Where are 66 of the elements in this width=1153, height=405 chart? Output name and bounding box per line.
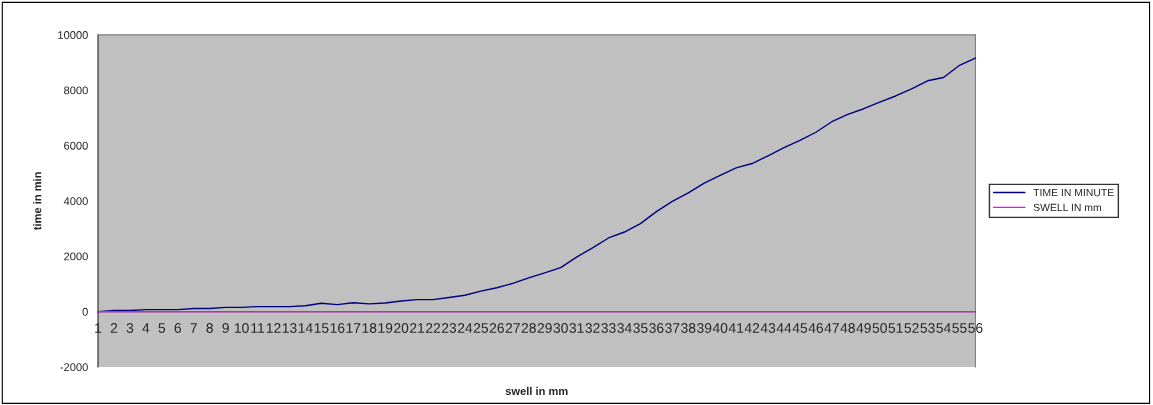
y-tick-label: 10000: [58, 31, 88, 39]
x-tick-label: 54: [936, 323, 951, 333]
x-tick-label: 56: [968, 323, 983, 333]
x-tick-label: 6: [174, 323, 182, 333]
x-tick-label: 21: [410, 323, 425, 333]
x-tick-label: 47: [824, 323, 839, 333]
x-tick-label: 9: [222, 323, 229, 333]
x-tick-label: 5: [158, 323, 166, 333]
legend-label: SWELL IN mm: [1033, 203, 1101, 212]
x-tick-label: 28: [521, 323, 536, 333]
y-tick-label: 6000: [64, 141, 88, 150]
x-tick-label: 55: [952, 323, 967, 333]
x-tick-label: 18: [362, 323, 377, 333]
x-tick-label: 17: [346, 323, 361, 333]
x-tick-label: 31: [569, 323, 584, 333]
x-tick-label: 22: [426, 323, 441, 333]
x-tick-label: 50: [872, 323, 887, 333]
x-tick-label: 36: [649, 323, 664, 333]
x-tick-label: 24: [457, 323, 473, 333]
x-tick-label: 7: [190, 323, 197, 333]
x-tick-label: 10: [234, 323, 249, 333]
x-tick-label: 46: [808, 323, 824, 333]
x-tick-label: 11: [251, 323, 265, 333]
x-tick-label: 19: [378, 323, 393, 333]
x-tick-label: 37: [665, 323, 680, 333]
x-tick-label: 43: [760, 323, 776, 333]
y-tick-label: 8000: [64, 86, 88, 95]
x-tick-label: 13: [282, 323, 297, 333]
x-tick-label: 45: [792, 323, 808, 333]
x-tick-label: 16: [330, 323, 345, 333]
x-tick-label: 33: [601, 323, 616, 333]
x-tick-label: 40: [712, 323, 728, 333]
y-tick-label: 2000: [64, 252, 88, 261]
y-axis-title: time in min: [33, 172, 42, 231]
x-tick-label: 4: [142, 323, 150, 333]
x-tick-label: 39: [697, 323, 712, 333]
x-tick-label: 2: [110, 323, 118, 333]
x-tick-label: 48: [840, 323, 855, 333]
x-tick-label: 52: [904, 323, 919, 333]
x-axis-title: swell in mm: [505, 386, 568, 396]
x-tick-label: 30: [553, 323, 568, 333]
x-tick-label: 8: [206, 323, 213, 333]
x-tick-label: 35: [633, 323, 648, 333]
x-tick-label: 42: [744, 323, 760, 333]
x-tick-label: 3: [126, 323, 134, 333]
x-tick-label: 32: [585, 323, 600, 333]
x-tick-label: 51: [888, 323, 903, 333]
x-tick-label: 12: [266, 323, 281, 333]
x-tick-label: 26: [489, 323, 504, 333]
x-tick-label: 53: [920, 323, 935, 333]
legend-label: TIME IN MINUTE: [1033, 188, 1114, 197]
x-tick-label: 25: [473, 323, 489, 333]
x-tick-label: 44: [776, 323, 792, 333]
x-tick-label: 14: [298, 323, 313, 333]
x-tick-label: 49: [856, 323, 871, 333]
y-tick-label: -2000: [60, 363, 88, 372]
x-tick-label: 34: [617, 323, 632, 333]
y-tick-label: 4000: [63, 197, 88, 206]
x-tick-label: 20: [394, 323, 409, 333]
x-tick-label: 29: [537, 323, 552, 333]
x-tick-label: 27: [505, 323, 520, 333]
x-tick-label: 41: [728, 323, 744, 333]
x-tick-label: 38: [681, 323, 696, 333]
x-tick-label: 15: [314, 323, 329, 333]
x-tick-label: 23: [441, 323, 457, 333]
y-tick-label: 0: [82, 307, 88, 316]
